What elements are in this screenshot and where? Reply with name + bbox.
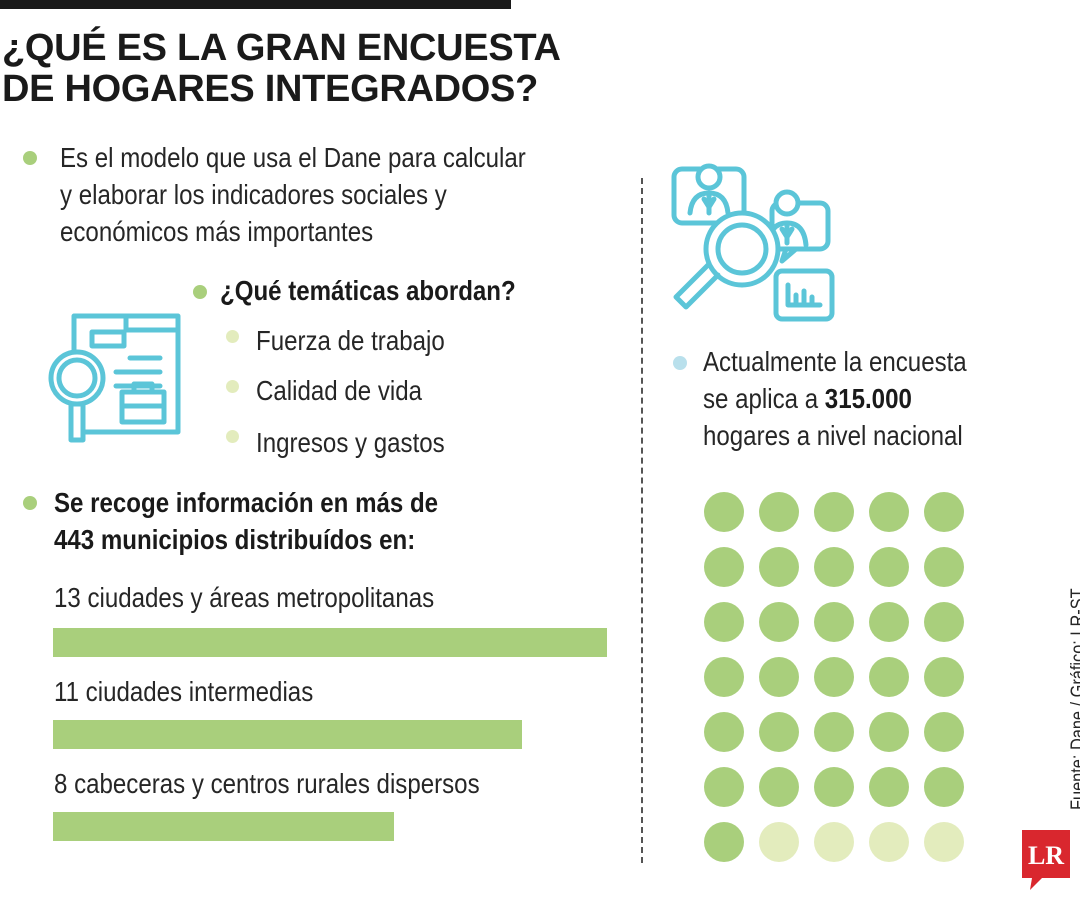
page-title: ¿QUÉ ES LA GRAN ENCUESTA DE HOGARES INTE… bbox=[2, 28, 561, 110]
waffle-dot-filled bbox=[814, 547, 854, 587]
waffle-dot-filled bbox=[869, 712, 909, 752]
survey-line-2-prefix: se aplica a bbox=[703, 383, 825, 414]
waffle-dot-filled bbox=[704, 767, 744, 807]
municipios-bullet bbox=[23, 496, 37, 510]
waffle-dot-filled bbox=[924, 602, 964, 642]
waffle-dot-filled bbox=[704, 602, 744, 642]
column-divider bbox=[641, 178, 643, 863]
survey-line-2: se aplica a 315.000 bbox=[703, 380, 967, 417]
bar-3 bbox=[53, 812, 394, 841]
waffle-dot-empty bbox=[869, 822, 909, 862]
topic-bullet-2 bbox=[226, 380, 239, 393]
topic-bullet-1 bbox=[226, 330, 239, 343]
survey-households-value: 315.000 bbox=[824, 383, 912, 414]
waffle-dot-filled bbox=[759, 657, 799, 697]
bar-label-2: 11 ciudades intermedias bbox=[54, 676, 314, 707]
bar-label-3: 8 cabeceras y centros rurales dispersos bbox=[54, 768, 480, 799]
waffle-dot-filled bbox=[869, 657, 909, 697]
waffle-dot-filled bbox=[814, 602, 854, 642]
document-search-icon bbox=[48, 313, 181, 443]
topic-item-1: Fuerza de trabajo bbox=[256, 325, 445, 356]
waffle-dot-filled bbox=[759, 602, 799, 642]
waffle-dot-filled bbox=[704, 712, 744, 752]
waffle-dot-filled bbox=[759, 767, 799, 807]
source-credit: Fuente: Dane / Gráfico: LR-ST bbox=[1068, 588, 1080, 810]
waffle-dot-filled bbox=[869, 767, 909, 807]
waffle-dot-filled bbox=[759, 547, 799, 587]
waffle-dot-filled bbox=[814, 492, 854, 532]
waffle-dot-filled bbox=[869, 602, 909, 642]
waffle-dot-filled bbox=[704, 547, 744, 587]
topic-item-2: Calidad de vida bbox=[256, 375, 423, 406]
people-search-icon bbox=[671, 163, 835, 322]
waffle-dot-empty bbox=[924, 822, 964, 862]
intro-bullet bbox=[23, 151, 37, 165]
intro-text: Es el modelo que usa el Dane para calcul… bbox=[60, 139, 526, 250]
logo-text: LR bbox=[1028, 841, 1064, 870]
waffle-dot-filled bbox=[704, 657, 744, 697]
waffle-dot-filled bbox=[814, 767, 854, 807]
top-rule bbox=[0, 0, 511, 9]
waffle-dot-filled bbox=[924, 547, 964, 587]
bar-2 bbox=[53, 720, 522, 749]
municipios-line-1: Se recoge información en más de bbox=[54, 487, 439, 518]
municipios-text: Se recoge información en más de 443 muni… bbox=[54, 484, 438, 558]
title-line-1: ¿QUÉ ES LA GRAN ENCUESTA bbox=[2, 27, 561, 69]
municipios-line-2: 443 municipios distribuídos en: bbox=[54, 524, 416, 555]
topics-bullet bbox=[193, 285, 207, 299]
waffle-dot-filled bbox=[869, 547, 909, 587]
waffle-dot-filled bbox=[814, 712, 854, 752]
topics-heading: ¿Qué temáticas abordan? bbox=[220, 275, 516, 306]
survey-text: Actualmente la encuesta se aplica a 315.… bbox=[703, 343, 967, 454]
waffle-dot-filled bbox=[869, 492, 909, 532]
waffle-dot-filled bbox=[704, 492, 744, 532]
waffle-dot-empty bbox=[759, 822, 799, 862]
waffle-dot-filled bbox=[924, 767, 964, 807]
waffle-dot-filled bbox=[759, 712, 799, 752]
survey-line-1: Actualmente la encuesta bbox=[703, 346, 967, 377]
intro-line-2: y elaborar los indicadores sociales y bbox=[60, 179, 447, 210]
waffle-dot-empty bbox=[814, 822, 854, 862]
survey-line-3: hogares a nivel nacional bbox=[703, 420, 963, 451]
intro-line-1: Es el modelo que usa el Dane para calcul… bbox=[60, 142, 526, 173]
waffle-dot-filled bbox=[814, 657, 854, 697]
lr-logo: LR bbox=[1022, 830, 1070, 890]
topic-bullet-3 bbox=[226, 430, 239, 443]
waffle-dot-filled bbox=[924, 712, 964, 752]
bar-label-1: 13 ciudades y áreas metropolitanas bbox=[54, 582, 435, 613]
bar-1 bbox=[53, 628, 607, 657]
waffle-dot-filled bbox=[704, 822, 744, 862]
survey-bullet bbox=[673, 356, 687, 370]
waffle-dot-filled bbox=[759, 492, 799, 532]
waffle-dot-filled bbox=[924, 492, 964, 532]
waffle-dot-filled bbox=[924, 657, 964, 697]
intro-line-3: económicos más importantes bbox=[60, 216, 374, 247]
title-line-2: DE HOGARES INTEGRADOS? bbox=[2, 68, 538, 110]
topic-item-3: Ingresos y gastos bbox=[256, 427, 445, 458]
